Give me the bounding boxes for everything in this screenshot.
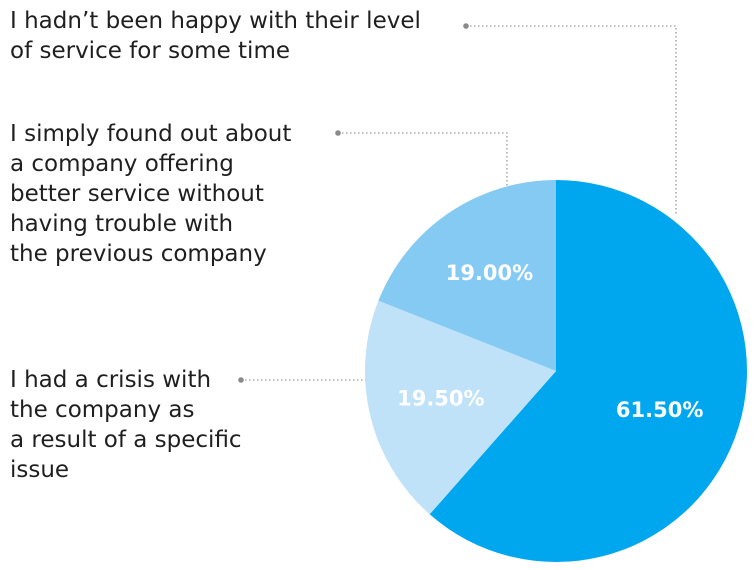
- pie-slice-crisis-specific-issue: [378, 180, 556, 371]
- leader-dot-unhappy-service: [463, 23, 469, 29]
- pie-slice-unhappy-service: [429, 180, 747, 562]
- slice-value-found-better-service: 19.50%: [397, 387, 484, 411]
- leader-lines: [238, 23, 677, 383]
- slice-label-found-better-service: I simply found out about a company offer…: [10, 121, 292, 267]
- leader-line-found-better-service: [338, 132, 508, 188]
- slice-value-labels: 61.50% 19.50% 19.00%: [397, 261, 703, 422]
- slice-label-crisis-specific-issue: I had a crisis with the company as a res…: [10, 367, 242, 483]
- pie-slice-found-better-service: [365, 300, 556, 515]
- leader-dot-crisis-specific-issue: [238, 377, 244, 383]
- leader-dot-found-better-service: [335, 130, 341, 136]
- slice-label-unhappy-service: I hadn’t been happy with their level of …: [10, 8, 421, 64]
- pie-slices: [365, 180, 747, 562]
- slice-value-crisis-specific-issue: 19.00%: [446, 261, 533, 285]
- slice-value-unhappy-service: 61.50%: [616, 398, 703, 422]
